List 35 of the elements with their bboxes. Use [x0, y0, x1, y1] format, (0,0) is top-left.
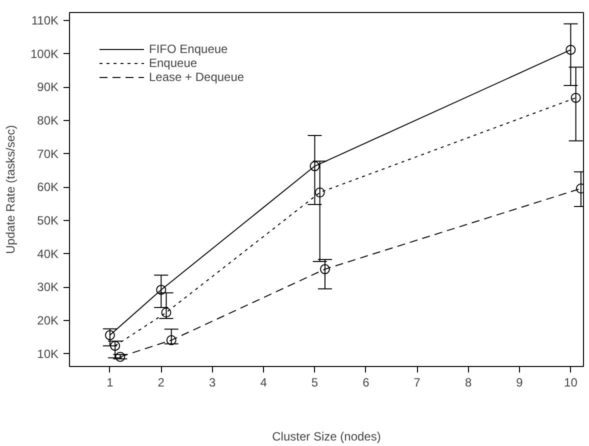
x-tick-label: 10: [564, 376, 578, 390]
y-tick-label: 90K: [37, 80, 59, 94]
point: [104, 330, 115, 340]
y-tick-label: 40K: [37, 246, 59, 261]
point: [166, 335, 176, 346]
y-tick-label: 80K: [37, 114, 59, 128]
y-tick-label: 30K: [37, 280, 59, 294]
x-tick-label: 1: [106, 376, 114, 390]
x-tick-label: 2: [158, 376, 165, 390]
x-tick-label: 7: [414, 376, 421, 390]
x-tick-label: 8: [464, 376, 472, 390]
x-tick-label: 4: [260, 376, 268, 390]
x-axis-title: Cluster Size (nodes): [272, 430, 381, 444]
y-axis-title: Update Rate (tasks/sec): [3, 125, 18, 254]
point: [570, 92, 581, 103]
legend-label: FIFO Enqueue: [149, 42, 228, 56]
y-tick-label: 50K: [37, 214, 59, 228]
y-tick-label: 20K: [37, 314, 59, 328]
x-tick-label: 5: [311, 376, 318, 390]
x-tick-label: 3: [209, 376, 216, 390]
y-tick-label: 60K: [37, 180, 59, 194]
y-tick-label: 110K: [31, 14, 59, 28]
y-tick-label: 100K: [30, 46, 59, 61]
y-tick-label: 10K: [37, 346, 59, 361]
point: [310, 161, 320, 172]
x-tick-label: 6: [362, 376, 370, 390]
legend-label: Lease + Dequeue: [149, 70, 244, 84]
y-tick-label: 70K: [37, 146, 59, 161]
point: [314, 188, 325, 198]
point: [566, 44, 576, 55]
point: [156, 284, 166, 295]
x-tick-label: 9: [516, 376, 524, 390]
point: [161, 308, 172, 318]
point: [320, 264, 330, 274]
legend-label: Enqueue: [149, 56, 198, 70]
